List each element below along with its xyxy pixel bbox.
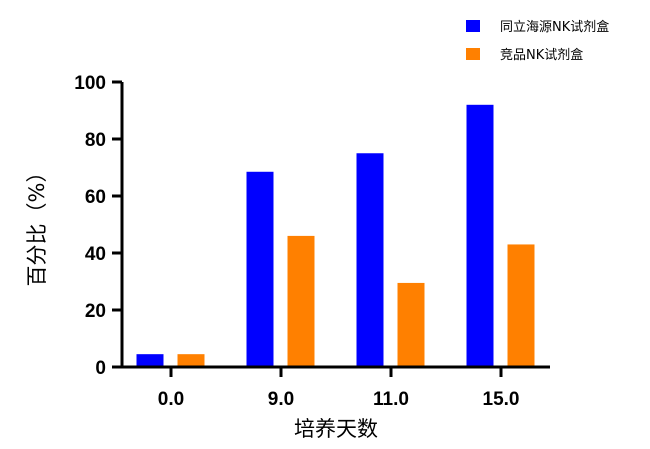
y-tick-label-80: 80 — [85, 130, 106, 151]
bar-s0-0_0 — [136, 354, 164, 367]
y-ticks-group: 0 20 40 60 80 100 — [74, 73, 122, 379]
legend-swatch-0 — [466, 20, 480, 32]
bars-group — [136, 104, 535, 368]
y-tick-label-20: 20 — [85, 301, 106, 322]
x-tick-label-0: 0.0 — [158, 389, 184, 410]
bar-s0-11_0 — [356, 153, 384, 367]
x-axis-title: 培养天数 — [294, 417, 378, 441]
bar-s0-15_0 — [466, 104, 494, 368]
bar-s1-15_0 — [507, 244, 535, 367]
bar-s0-9_0 — [246, 171, 274, 367]
legend-swatch-1 — [466, 48, 480, 60]
y-tick-label-0: 0 — [95, 358, 106, 379]
x-tick-label-1: 9.0 — [268, 389, 294, 410]
y-tick-label-60: 60 — [85, 187, 106, 208]
bar-s1-9_0 — [287, 235, 315, 367]
y-tick-label-40: 40 — [85, 244, 106, 265]
x-tick-label-2: 11.0 — [373, 389, 409, 410]
bar-s1-11_0 — [397, 282, 425, 367]
x-ticks-group: 0.0 9.0 11.0 15.0 — [158, 367, 520, 410]
y-tick-label-100: 100 — [74, 73, 106, 94]
legend-label-1: 竞品NK试剂盒 — [500, 47, 583, 63]
x-tick-label-3: 15.0 — [483, 389, 520, 410]
legend-label-0: 同立海源NK试剂盒 — [500, 19, 609, 35]
bar-s1-0_0 — [177, 354, 205, 367]
y-axis-title: 百分比（%） — [25, 162, 49, 287]
